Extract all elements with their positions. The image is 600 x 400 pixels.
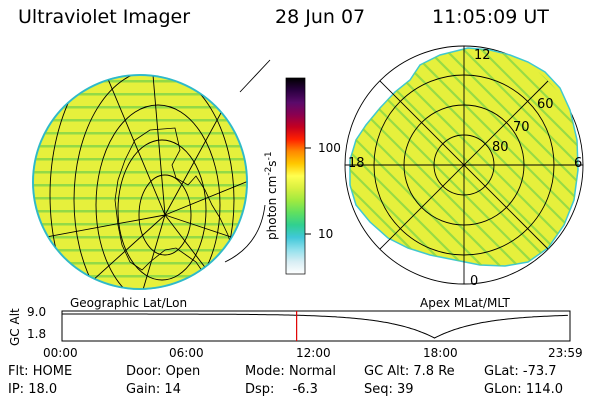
left-map-stripe: [33, 171, 247, 174]
altitude-ytick-top: 9.0: [27, 305, 47, 319]
time-tick-0000: 00:00: [43, 346, 78, 360]
status-sequence: Seq: 39: [364, 382, 414, 397]
status-door: Door: Open: [126, 364, 201, 379]
right-map-stripe: [350, 48, 471, 266]
mlt-label-6: 6: [574, 156, 583, 171]
colorbar-label-100: 100: [318, 141, 341, 155]
colorbar-unit-label: photon cm-2s-1: [264, 151, 279, 240]
left-map-stripe: [33, 184, 247, 187]
time-tick-0600: 06:00: [169, 346, 204, 360]
left-map-stripe: [33, 145, 247, 148]
left-map-stripe: [33, 158, 247, 161]
status-geographic-latitude: GLat: -73.7: [484, 364, 557, 379]
right-map-stripe: [489, 48, 578, 266]
colorbar-scale: [285, 77, 306, 275]
left-map-stripe: [33, 119, 247, 122]
mlat-label-70: 70: [513, 120, 530, 135]
altitude-ylabel: GC Alt: [8, 308, 22, 346]
apex-polar-map: [344, 45, 584, 285]
mlt-label-12: 12: [474, 48, 491, 63]
geographic-map: [32, 59, 271, 290]
left-map-stripe: [33, 249, 247, 252]
altitude-curve: [62, 313, 568, 339]
right-map-stripe: [471, 48, 578, 266]
left-map-stripe: [33, 80, 247, 83]
image-date: 28 Jun 07: [275, 6, 366, 28]
status-gain: Gain: 14: [126, 382, 181, 397]
colorbar-label-10: 10: [318, 227, 334, 241]
left-map-stripe: [33, 262, 247, 265]
altitude-plot-frame: [61, 310, 571, 342]
left-map-caption: Geographic Lat/Lon: [70, 296, 188, 310]
time-tick-2359: 23:59: [548, 346, 583, 360]
left-map-stripe: [33, 197, 247, 200]
mlat-label-60: 60: [537, 97, 554, 112]
right-map-grid: [345, 46, 583, 284]
mlt-label-18: 18: [348, 156, 365, 171]
altitude-plot: [61, 310, 571, 342]
right-map-stripe: [453, 48, 578, 266]
status-ip: IP: 18.0: [8, 382, 58, 397]
altitude-ytick-bottom: 1.8: [27, 327, 47, 341]
colorbar: [285, 77, 311, 275]
left-map-stripe: [33, 275, 247, 278]
left-map-stripe: [33, 93, 247, 96]
left-map-stripe: [33, 106, 247, 109]
status-geographic-longitude: GLon: 114.0: [484, 382, 564, 397]
right-map-caption: Apex MLat/MLT: [420, 296, 510, 310]
instrument-title: Ultraviolet Imager: [18, 6, 191, 28]
time-tick-1800: 18:00: [423, 346, 458, 360]
time-tick-1200: 12:00: [296, 346, 331, 360]
status-gc-altitude: GC Alt: 7.8 Re: [364, 364, 455, 379]
image-time: 11:05:09 UT: [432, 6, 549, 28]
status-flight: Flt: HOME: [8, 364, 73, 379]
left-map-stripe: [33, 210, 247, 213]
mlat-label-80: 80: [492, 140, 509, 155]
left-map-stripe: [33, 132, 247, 135]
status-dsp: Dsp: -6.3: [245, 382, 318, 397]
right-map-stripe: [350, 48, 453, 266]
status-mode: Mode: Normal: [245, 364, 336, 379]
mlt-label-0: 0: [470, 274, 479, 289]
